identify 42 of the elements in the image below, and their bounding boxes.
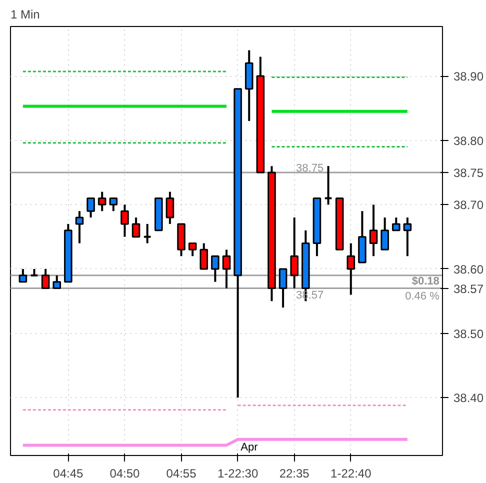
candlestick: [278, 268, 288, 309]
candlestick: [132, 216, 140, 238]
candlestick: [403, 216, 412, 258]
ref-line-label: 38.75: [454, 166, 484, 180]
annotation: 0.46 %: [405, 290, 440, 302]
y-tick-label: 38.40: [454, 391, 484, 406]
y-tick-label: 38.90: [454, 70, 484, 84]
candlestick: [120, 204, 129, 238]
candlestick: [200, 242, 208, 270]
candlestick: [380, 216, 389, 251]
candlestick: [211, 255, 220, 283]
annotation: Apr: [240, 442, 258, 454]
candlestick: [109, 197, 118, 212]
y-tick-label: 38.50: [454, 326, 484, 341]
candlestick: [369, 204, 378, 258]
x-tick-label: 04:45: [53, 466, 84, 480]
candlestick: [290, 216, 298, 290]
y-tick-label: 38.80: [454, 134, 484, 148]
candlestick: [392, 216, 400, 232]
x-tick-label: 04:50: [110, 466, 140, 480]
candlestick: [324, 165, 333, 206]
candlestick: [52, 274, 62, 290]
candlestick: [18, 268, 28, 283]
x-tick-label: 04:55: [166, 466, 197, 480]
candlestick: [75, 210, 84, 244]
candlestick: [346, 242, 356, 296]
candlestick: [98, 190, 106, 212]
candlestick: [142, 222, 152, 244]
candlestick: [222, 248, 231, 290]
annotation: 38.75: [296, 162, 324, 174]
candlestick: [86, 197, 95, 219]
x-tick-label: 1-22:40: [330, 466, 372, 480]
annotation: $0.18: [412, 275, 440, 288]
candlestick: [166, 190, 174, 225]
x-tick-label: 1-22:30: [217, 466, 258, 480]
x-tick-label: 22:35: [279, 466, 310, 480]
candlestick: [188, 242, 197, 258]
y-tick-label: 38.70: [454, 198, 484, 212]
candlestick: [41, 268, 50, 290]
y-tick-label: 38.60: [454, 262, 484, 276]
ref-line-label: 38.57: [454, 282, 484, 296]
chart-title: 1 Min: [10, 8, 40, 22]
